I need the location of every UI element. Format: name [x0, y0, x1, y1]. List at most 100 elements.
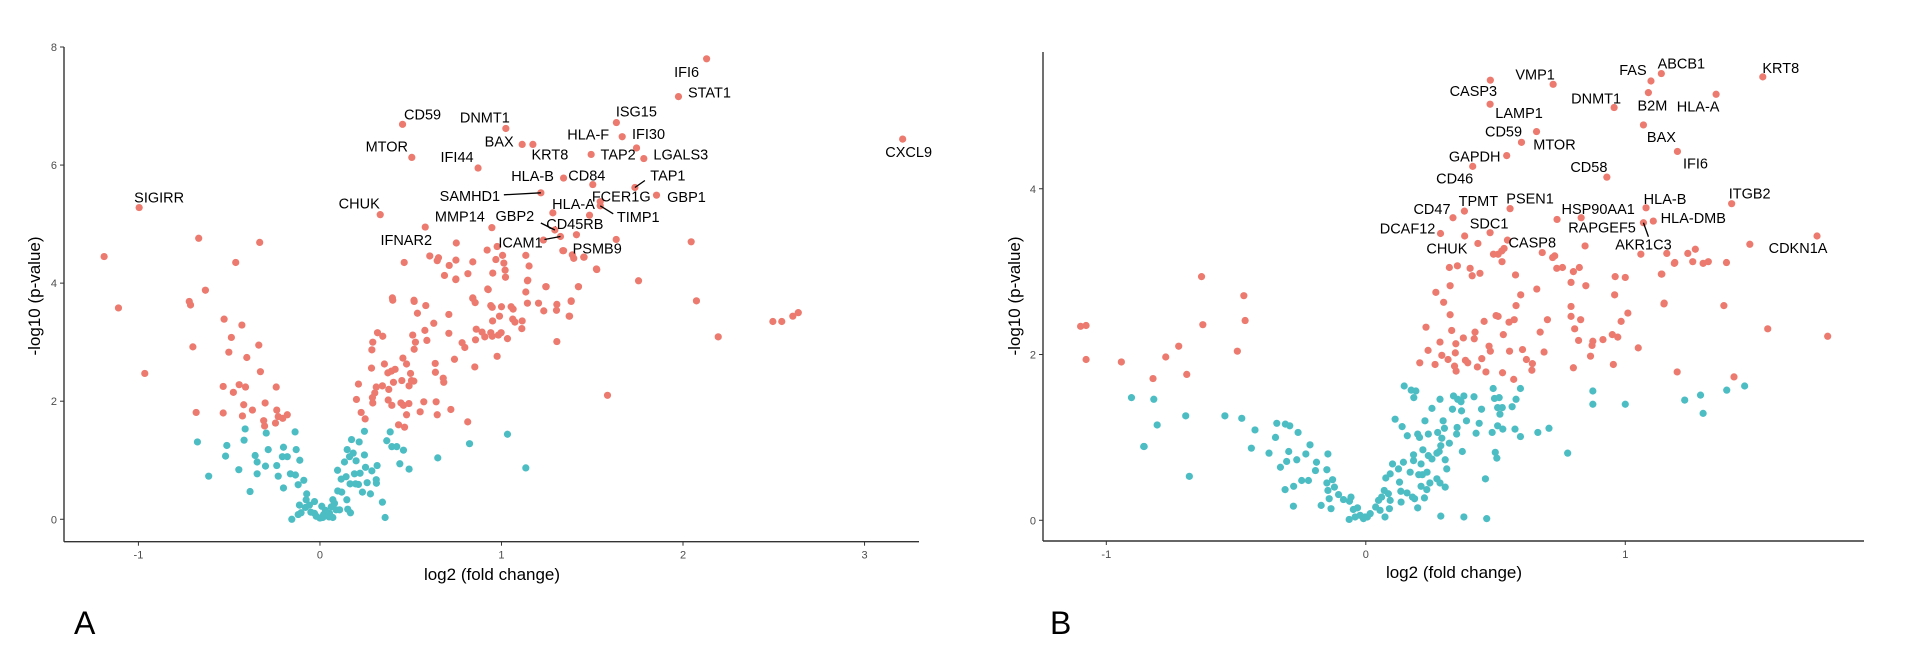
- point-significant: [1704, 258, 1712, 266]
- point-significant: [492, 255, 500, 264]
- point-significant: [1436, 338, 1444, 346]
- point-significant: [416, 408, 424, 416]
- point-significant: [256, 368, 265, 376]
- gene-label: DNMT1: [1571, 92, 1621, 108]
- point-not-significant: [264, 446, 272, 454]
- point-not-significant: [1286, 422, 1294, 430]
- point-significant: [235, 381, 243, 389]
- point-not-significant: [343, 496, 351, 504]
- point-not-significant: [363, 479, 371, 487]
- point-not-significant: [1419, 446, 1427, 454]
- x-axis-title: log2 (fold change): [424, 565, 560, 584]
- point-not-significant: [366, 490, 375, 498]
- point-not-significant: [291, 471, 300, 479]
- point-significant: [603, 391, 612, 399]
- point-significant: [495, 312, 504, 320]
- point-significant: [1581, 242, 1589, 250]
- point-not-significant: [1182, 412, 1190, 420]
- point-significant: [522, 288, 530, 296]
- point-significant: [1730, 373, 1738, 381]
- point-not-significant: [241, 425, 249, 433]
- y-axis-title: -log10 (p-value): [25, 236, 44, 355]
- point-significant: [1494, 250, 1502, 258]
- point-significant: [1518, 345, 1527, 354]
- point-labeled-gene: [1639, 121, 1648, 129]
- point-significant: [1746, 240, 1754, 248]
- point-significant: [1660, 299, 1668, 307]
- point-not-significant: [347, 435, 356, 444]
- point-significant: [261, 399, 269, 407]
- point-significant: [1569, 268, 1577, 276]
- point-significant: [1459, 334, 1467, 342]
- point-not-significant: [1417, 460, 1425, 468]
- point-not-significant: [205, 472, 213, 480]
- point-significant: [1673, 368, 1681, 376]
- point-labeled-gene: [1647, 77, 1655, 85]
- gene-label: CXCL9: [885, 145, 932, 161]
- point-significant: [1684, 249, 1692, 258]
- gene-label: SAMHD1: [440, 189, 500, 205]
- point-significant: [1498, 369, 1507, 377]
- point-not-significant: [1265, 449, 1273, 457]
- point-significant: [255, 341, 263, 349]
- point-not-significant: [1462, 417, 1471, 425]
- point-not-significant: [368, 467, 376, 475]
- point-not-significant: [1289, 502, 1297, 510]
- point-significant: [1451, 349, 1459, 357]
- point-significant: [361, 415, 369, 423]
- point-significant: [367, 364, 376, 372]
- point-not-significant: [346, 480, 354, 488]
- point-not-significant: [1417, 482, 1425, 490]
- point-labeled-gene: [1673, 147, 1682, 156]
- point-not-significant: [1458, 447, 1466, 456]
- point-not-significant: [253, 458, 261, 466]
- point-not-significant: [1391, 415, 1399, 423]
- gene-label: CD45RB: [546, 217, 603, 233]
- point-significant: [1528, 360, 1536, 368]
- point-significant: [272, 383, 280, 391]
- point-not-significant: [1453, 430, 1461, 438]
- point-significant: [422, 301, 430, 310]
- point-significant: [405, 382, 413, 390]
- gene-label: HLA-B: [511, 169, 554, 185]
- gene-label: HLA-A: [552, 197, 595, 213]
- point-significant: [260, 422, 269, 430]
- point-not-significant: [329, 513, 337, 522]
- point-not-significant: [1394, 465, 1403, 473]
- point-not-significant: [1512, 395, 1520, 403]
- point-significant: [1533, 285, 1541, 293]
- point-not-significant: [378, 498, 387, 506]
- point-significant: [1233, 347, 1241, 355]
- point-not-significant: [1330, 483, 1338, 491]
- point-not-significant: [1436, 479, 1444, 487]
- point-labeled-gene: [612, 235, 620, 244]
- point-significant: [368, 346, 376, 354]
- gene-label: MTOR: [366, 139, 408, 155]
- point-not-significant: [1376, 506, 1384, 514]
- point-labeled-gene: [559, 174, 568, 182]
- point-significant: [1480, 317, 1488, 325]
- x-tick-label: 2: [680, 550, 686, 562]
- point-not-significant: [1426, 479, 1434, 487]
- point-significant: [1503, 236, 1512, 244]
- point-significant: [260, 417, 268, 425]
- point-not-significant: [1415, 433, 1424, 441]
- point-not-significant: [1403, 432, 1411, 440]
- point-significant: [1621, 273, 1629, 282]
- point-not-significant: [335, 506, 344, 514]
- point-not-significant: [1351, 513, 1359, 521]
- point-significant: [794, 309, 802, 317]
- point-significant: [1471, 328, 1479, 336]
- point-significant: [1663, 249, 1671, 258]
- point-not-significant: [1516, 384, 1525, 393]
- point-not-significant: [303, 490, 311, 498]
- gene-label: IFI30: [632, 127, 665, 143]
- point-significant: [1468, 272, 1476, 280]
- point-not-significant: [393, 443, 401, 451]
- point-not-significant: [294, 481, 302, 489]
- point-not-significant: [1398, 423, 1406, 431]
- point-not-significant: [1345, 515, 1353, 524]
- gene-label: HLA-F: [567, 128, 609, 144]
- point-not-significant: [1302, 450, 1310, 458]
- point-not-significant: [1285, 447, 1293, 456]
